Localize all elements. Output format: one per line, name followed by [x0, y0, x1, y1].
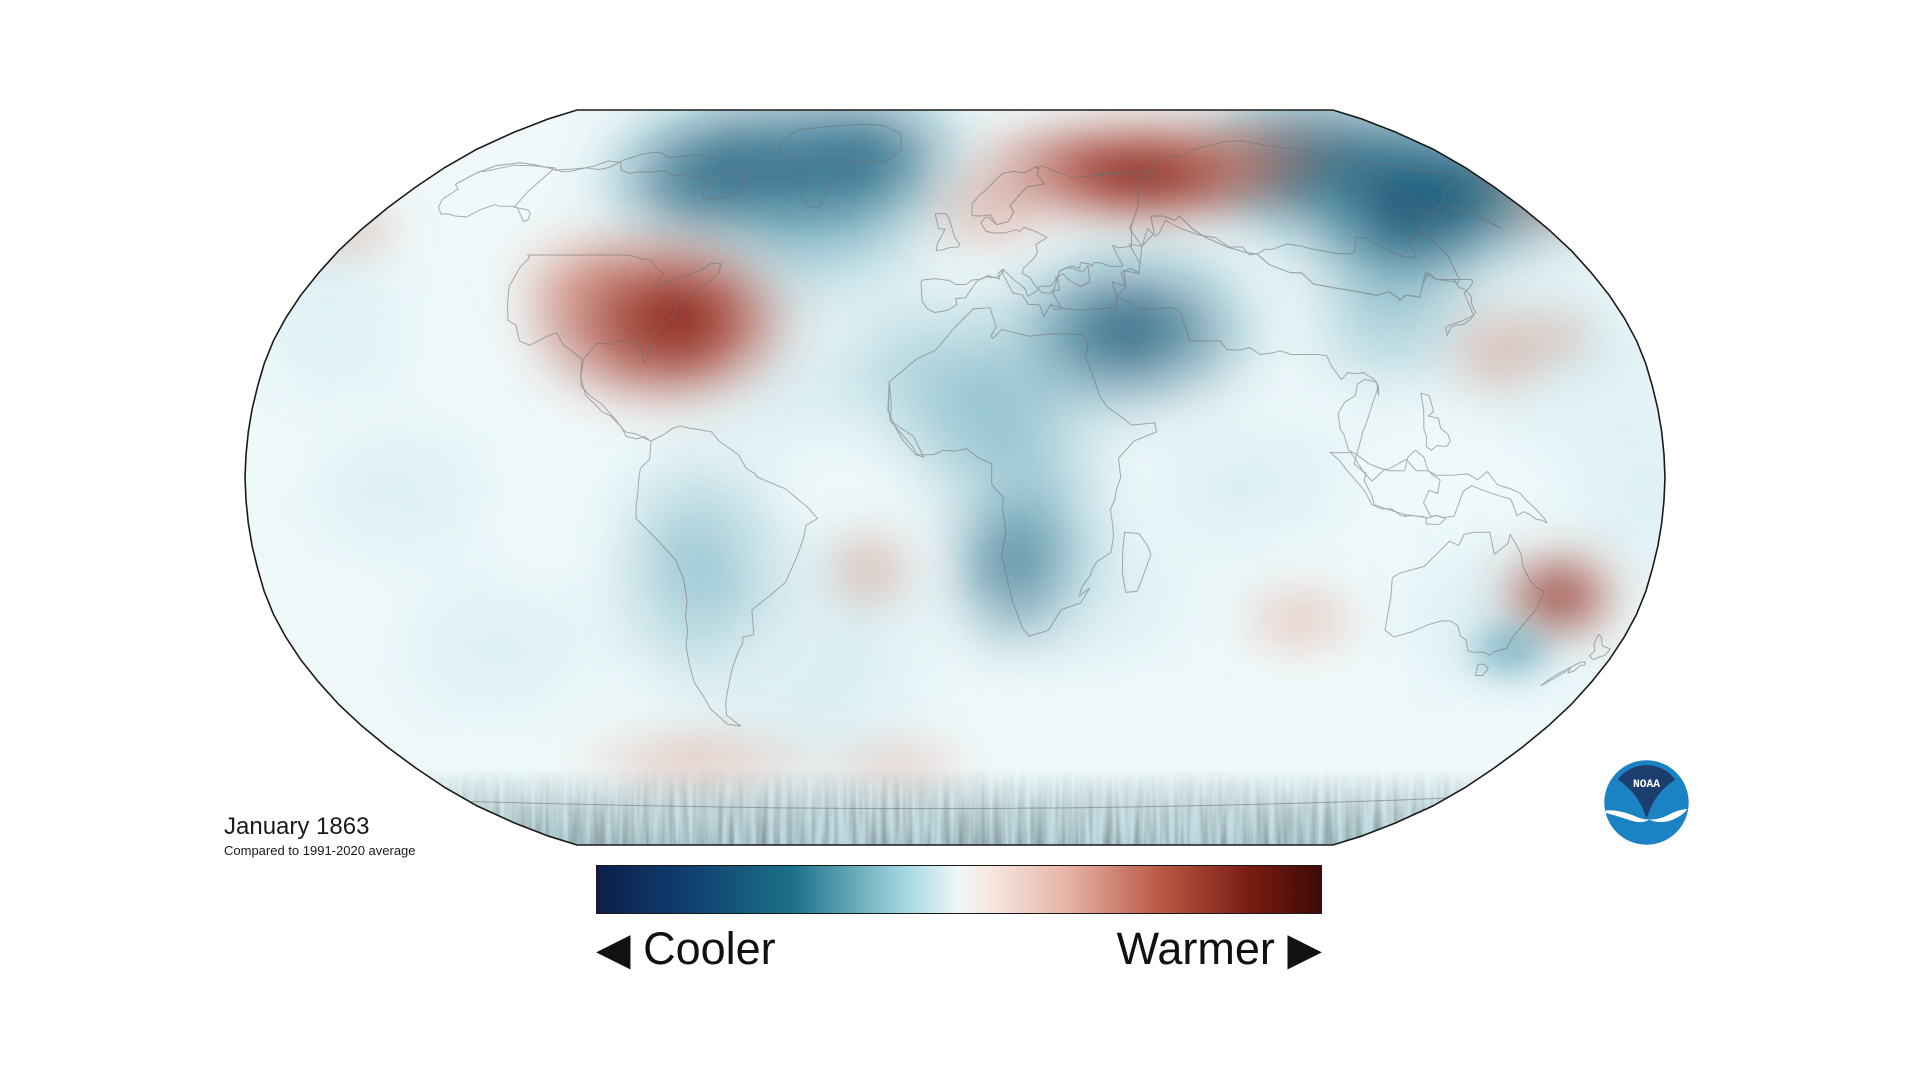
svg-text:NOAA: NOAA	[1633, 779, 1660, 791]
